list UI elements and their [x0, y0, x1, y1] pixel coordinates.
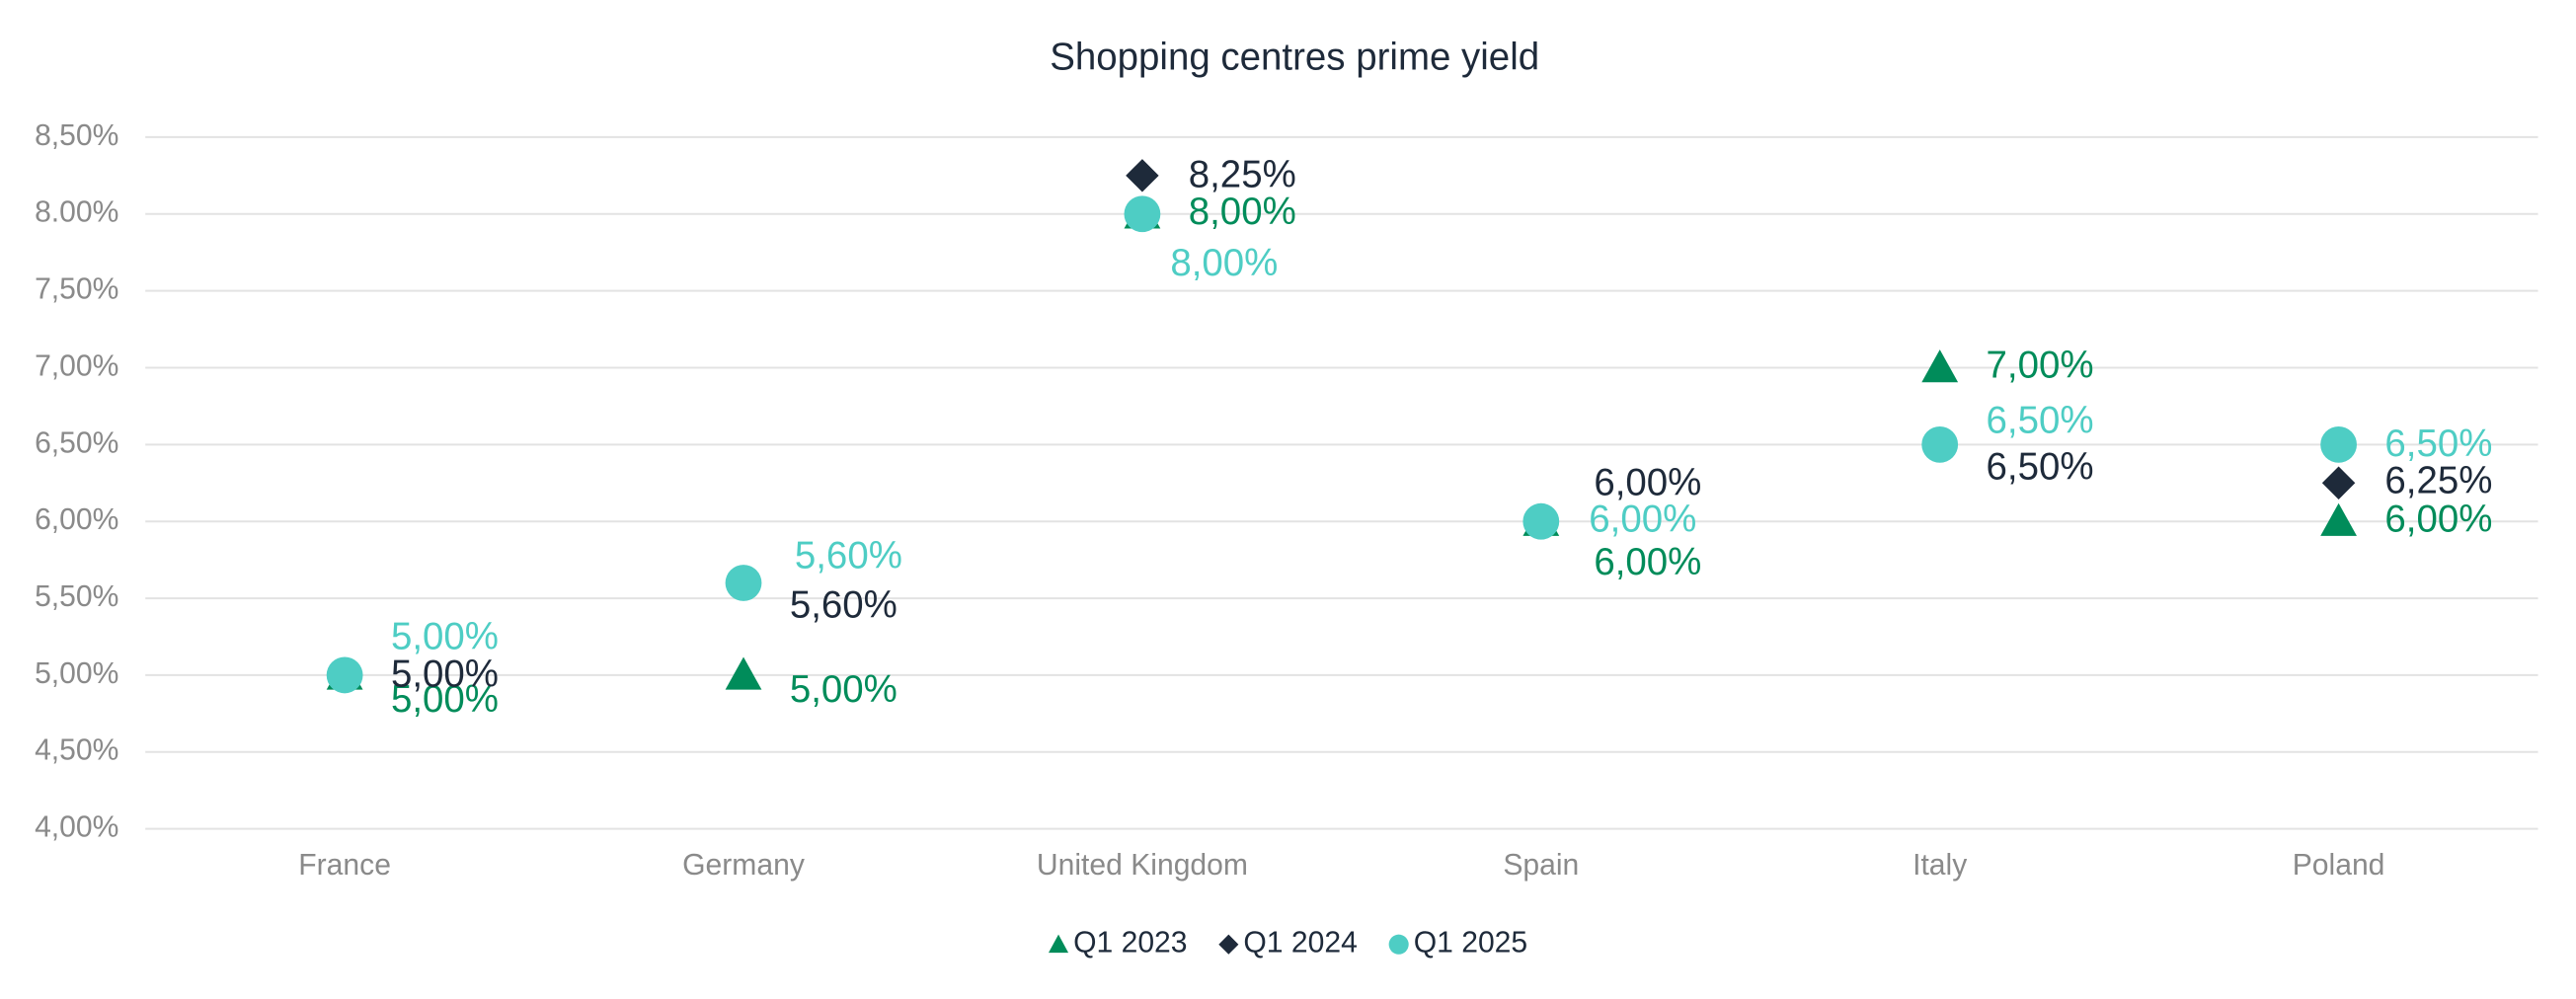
- y-tick-label: 5,50%: [35, 580, 118, 613]
- y-tick-label: 4,50%: [35, 734, 118, 767]
- marker-triangle: [725, 656, 762, 690]
- y-tick-label: 5,00%: [35, 657, 118, 690]
- marker-diamond: [1126, 159, 1159, 192]
- legend-label: Q1 2025: [1414, 927, 1527, 960]
- data-label: 5,60%: [795, 535, 902, 577]
- data-label: 7,00%: [1987, 345, 2094, 387]
- x-tick-label: Poland: [2293, 849, 2385, 882]
- x-tick-label: France: [298, 849, 391, 882]
- legend-marker: [1388, 934, 1409, 955]
- data-label: 5,00%: [391, 678, 499, 721]
- legend-label: Q1 2023: [1073, 927, 1187, 960]
- data-label: 6,25%: [2384, 459, 2492, 501]
- data-label: 6,50%: [1987, 400, 2094, 442]
- marker-circle: [1921, 425, 1959, 463]
- y-tick-label: 6,00%: [35, 503, 118, 536]
- y-tick-label: 7,00%: [35, 349, 118, 382]
- y-tick-label: 8,50%: [35, 119, 118, 152]
- y-tick-label: 4,00%: [35, 811, 118, 844]
- data-label: 8,00%: [1170, 242, 1278, 284]
- data-label: 8,00%: [1189, 191, 1296, 233]
- legend-marker: [1048, 934, 1069, 954]
- marker-circle: [2320, 425, 2357, 463]
- marker-circle: [1522, 502, 1560, 540]
- marker-circle: [1124, 195, 1161, 233]
- x-tick-label: Spain: [1503, 849, 1579, 882]
- data-label: 5,00%: [790, 668, 898, 711]
- marker-triangle: [2320, 502, 2357, 536]
- data-label: 6,00%: [1594, 462, 1701, 504]
- legend-marker: [1218, 934, 1239, 955]
- y-tick-label: 6,50%: [35, 426, 118, 459]
- chart-title: Shopping centres prime yield: [1050, 36, 1539, 78]
- x-tick-label: United Kingdom: [1037, 849, 1248, 882]
- data-label: 5,60%: [790, 584, 898, 627]
- x-tick-label: Italy: [1912, 849, 1967, 882]
- y-tick-label: 7,50%: [35, 273, 118, 306]
- x-tick-label: Germany: [682, 849, 805, 882]
- data-label: 6,00%: [1589, 498, 1696, 540]
- legend-label: Q1 2024: [1243, 927, 1357, 960]
- data-label: 6,00%: [1594, 541, 1701, 583]
- data-label: 6,50%: [1987, 446, 2094, 489]
- data-label: 5,00%: [391, 653, 499, 696]
- data-label: 6,50%: [2384, 423, 2492, 465]
- marker-triangle: [1921, 349, 1959, 383]
- data-label: 5,00%: [391, 615, 499, 657]
- marker-circle: [725, 565, 762, 601]
- data-label: 6,00%: [2384, 498, 2492, 540]
- marker-circle: [326, 656, 363, 694]
- y-tick-label: 8.00%: [35, 196, 118, 229]
- data-label: 8,25%: [1189, 154, 1296, 196]
